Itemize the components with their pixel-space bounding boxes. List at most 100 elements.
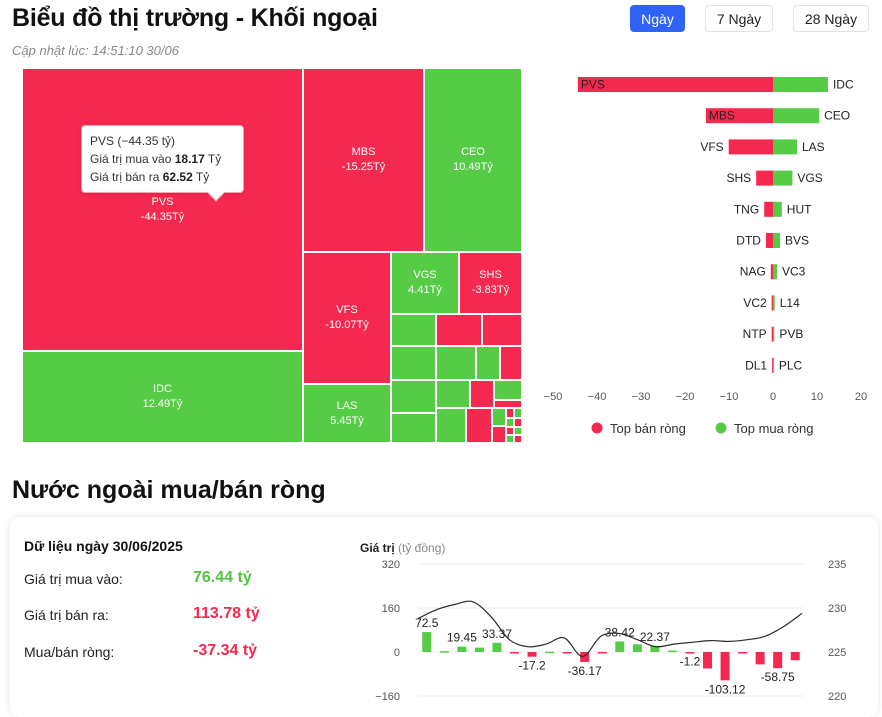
net-flow-bar <box>527 652 537 657</box>
treemap-cell-small[interactable] <box>514 408 522 418</box>
treemap-cell-small[interactable] <box>436 346 476 380</box>
y-left-tick-label: 0 <box>394 647 400 659</box>
treemap-cell-name: CEO <box>461 146 485 158</box>
treemap-cell-small[interactable] <box>500 346 522 380</box>
bar-data-label: -58.75 <box>761 670 795 684</box>
treemap-cell-small[interactable] <box>494 400 522 408</box>
treemap-cell-small[interactable] <box>492 408 506 426</box>
treemap-cell-pvs[interactable]: PVS -44.35Tỷ <box>22 68 303 351</box>
net-flow-bar <box>632 644 642 652</box>
treemap-cell-vgs[interactable]: VGS 4.41Tỷ <box>391 252 459 314</box>
bar-data-label: 19.45 <box>447 631 477 645</box>
treemap-cell-small[interactable] <box>492 426 506 443</box>
buy-bar <box>773 139 797 155</box>
sell-bar <box>771 326 773 342</box>
treemap-cell-small[interactable] <box>391 346 436 380</box>
buy-bar <box>773 357 774 373</box>
treemap-cell-small[interactable] <box>466 408 492 443</box>
net-flow-card <box>10 517 878 717</box>
sell-stock-label: NAG <box>740 265 766 279</box>
x-tick-label: −20 <box>676 391 695 403</box>
x-tick-label: −30 <box>632 391 651 403</box>
buy-stock-label: HUT <box>787 202 812 216</box>
x-tick-label: −10 <box>720 391 739 403</box>
sell-stock-label: PVS <box>581 78 605 92</box>
treemap-cell-value: -15.25Tỷ <box>341 161 386 173</box>
treemap-cell-vfs[interactable]: VFS -10.07Tỷ <box>303 252 391 384</box>
buy-bar <box>773 295 775 311</box>
range-7day-button[interactable]: 7 Ngày <box>705 5 773 32</box>
treemap-cell-small[interactable] <box>391 380 436 413</box>
y-left-tick-label: −160 <box>375 691 400 703</box>
treemap-cell-las[interactable]: LAS 5.45Tỷ <box>303 384 391 443</box>
tooltip-sell-row: Giá trị bán ra 62.52 Tỷ <box>90 170 210 184</box>
net-flow-bar <box>580 652 590 662</box>
sell-stock-label: NTP <box>743 327 767 341</box>
treemap-cell-small[interactable] <box>514 427 522 435</box>
treemap-cell-name: VGS <box>413 269 437 281</box>
buy-bar <box>773 201 782 217</box>
treemap-cell-small[interactable] <box>436 380 470 408</box>
net-flow-bar <box>685 652 695 654</box>
treemap-cell-small[interactable] <box>391 413 436 443</box>
treemap-cell-small[interactable] <box>470 380 494 408</box>
sell-bar <box>770 264 773 280</box>
bar-data-label: -17.2 <box>518 659 546 673</box>
sell-stock-label: MBS <box>709 109 735 123</box>
treemap-cell-small[interactable] <box>506 427 514 435</box>
net-flow-bar <box>667 650 677 653</box>
bar-data-label: -1.2 <box>680 654 701 668</box>
treemap-cell-value: 5.45Tỷ <box>330 414 364 427</box>
treemap-cell-small[interactable] <box>506 418 514 427</box>
y-right-tick-label: 235 <box>828 559 846 571</box>
net-flow-bar <box>720 652 730 681</box>
buy-stock-label: PVB <box>779 327 803 341</box>
net-value: -37.34 tỷ <box>193 642 258 659</box>
treemap-cell-small[interactable] <box>436 314 482 346</box>
sell-bar <box>765 233 773 248</box>
sell-stock-label: SHS <box>726 171 751 185</box>
range-28day-button[interactable]: 28 Ngày <box>793 5 869 32</box>
bar-data-label: 22.37 <box>640 630 670 644</box>
treemap-cell-name: PVS <box>151 195 174 208</box>
treemap-cell-mbs[interactable]: MBS -15.25Tỷ <box>303 68 424 252</box>
sell-bar <box>772 357 774 373</box>
net-flow-bar <box>597 652 607 654</box>
sell-bar <box>764 201 773 217</box>
treemap-cell-small[interactable] <box>436 408 466 443</box>
page-title: Biểu đồ thị trường - Khối ngoại <box>12 4 378 32</box>
index-line <box>417 600 803 658</box>
sell-stock-label: VC2 <box>743 296 767 310</box>
x-tick-label: 20 <box>855 391 867 403</box>
net-flow-bar <box>703 652 712 669</box>
buy-bar <box>773 264 777 280</box>
bar-data-label: -103.12 <box>705 682 746 696</box>
treemap-cell-small[interactable] <box>506 435 514 443</box>
net-flow-bar <box>755 652 765 665</box>
sell-stock-label: TNG <box>734 202 759 216</box>
data-date-header: Dữ liệu ngày 30/06/2025 <box>24 538 183 554</box>
treemap-cell-small[interactable] <box>514 435 522 443</box>
buy-stock-label: L14 <box>780 296 800 310</box>
buy-bar <box>773 77 828 92</box>
treemap-cell-small[interactable] <box>482 314 522 346</box>
buy-stock-label: IDC <box>833 78 854 92</box>
treemap-cell-idc[interactable]: IDC 12.49Tỷ <box>22 351 303 443</box>
sell-stock-label: DTD <box>736 234 761 248</box>
treemap-cell-small[interactable] <box>494 380 522 400</box>
treemap-cell-name: VFS <box>336 304 358 316</box>
treemap-cell-shs[interactable]: SHS -3.83Tỷ <box>459 252 522 314</box>
treemap-cell-small[interactable] <box>391 314 436 346</box>
treemap-cell-small[interactable] <box>506 408 514 418</box>
bar-data-label: 72.5 <box>415 616 439 630</box>
sell-bar <box>705 108 773 124</box>
legend-sell-marker <box>591 422 603 434</box>
buy-stock-label: LAS <box>802 140 825 154</box>
treemap-cell-small[interactable] <box>514 418 522 427</box>
x-tick-label: −40 <box>588 391 607 403</box>
range-day-button[interactable]: Ngày <box>630 5 685 32</box>
treemap-cell-ceo[interactable]: CEO 10.49Tỷ <box>424 68 522 252</box>
treemap-cell-small[interactable] <box>476 346 500 380</box>
bar-data-label: 33.37 <box>482 627 512 641</box>
sell-value: 113.78 tỷ <box>193 605 260 622</box>
